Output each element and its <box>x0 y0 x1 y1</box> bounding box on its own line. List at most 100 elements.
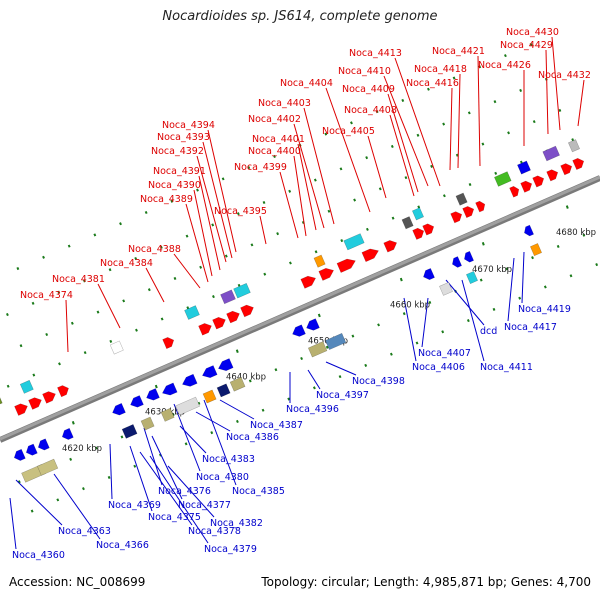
feature-box <box>542 145 560 162</box>
reverse-gene-label: Noca_4417 <box>504 322 557 333</box>
forward-label-leader <box>477 55 481 167</box>
forward-label-leader <box>293 155 307 237</box>
forward-gene-arrow <box>520 180 533 193</box>
forward-gene-label: Noca_4374 <box>20 290 73 301</box>
axis-tick-mark <box>399 277 403 282</box>
forward-gene-arrow <box>226 310 240 324</box>
forward-label-leader <box>259 215 267 245</box>
feature-box <box>313 254 326 268</box>
forward-gene-label: Noca_4421 <box>432 46 485 57</box>
forward-gene-arrow <box>198 323 212 336</box>
forward-gene-label: Noca_4391 <box>153 166 206 177</box>
reverse-gene-arrow <box>452 256 462 268</box>
reverse-label-leader <box>15 479 63 526</box>
reverse-label-leader <box>143 427 163 486</box>
gene-labels: Noca_4374 Noca_4381 Noca_4384 Noca_4388 Noca… <box>12 27 591 561</box>
reverse-gene-arrow <box>162 382 178 396</box>
reverse-label-leader <box>325 361 357 376</box>
reverse-gene-label: Noca_4369 <box>108 500 161 511</box>
feature-box <box>411 207 424 221</box>
feature-box <box>530 243 543 257</box>
feature-box <box>109 340 124 355</box>
reverse-gene-arrow <box>524 224 534 237</box>
feature-box <box>202 389 217 404</box>
gene-features <box>0 139 585 483</box>
reverse-gene-arrow <box>218 358 234 371</box>
feature-box <box>233 282 251 299</box>
reverse-gene-arrow <box>146 388 160 401</box>
axis-tick-label: 4640 kbp <box>226 372 266 382</box>
forward-gene-label: Noca_4413 <box>349 48 402 59</box>
forward-label-leader <box>297 143 317 231</box>
forward-gene-label: Noca_4388 <box>128 244 181 255</box>
forward-label-leader <box>367 135 387 199</box>
forward-gene-label: Noca_4432 <box>538 70 591 81</box>
forward-gene-arrow <box>28 397 42 410</box>
reverse-label-leader <box>507 257 515 322</box>
reverse-gene-arrow <box>37 438 50 451</box>
accession-text: Accession: NC_008699 <box>9 575 146 589</box>
axis-tick-mark <box>71 420 75 425</box>
reverse-label-leader <box>9 497 17 550</box>
forward-gene-label: Noca_4408 <box>344 105 397 116</box>
forward-gene-label: Noca_4400 <box>248 146 301 157</box>
feature-box <box>216 383 231 398</box>
genome-summary-text: Topology: circular; Length: 4,985,871 bp… <box>261 575 591 589</box>
reverse-gene-label: Noca_4360 <box>12 550 65 561</box>
reverse-gene-label: Noca_4387 <box>250 420 303 431</box>
forward-label-leader <box>97 283 121 329</box>
reverse-gene-arrow <box>13 448 26 461</box>
reverse-label-leader <box>151 435 183 500</box>
forward-label-leader <box>145 267 165 303</box>
reverse-gene-label: Noca_4411 <box>480 362 533 373</box>
reverse-gene-label: Noca_4379 <box>204 544 257 555</box>
forward-gene-label: Noca_4393 <box>157 132 210 143</box>
reverse-gene-label: Noca_4376 <box>158 486 211 497</box>
reverse-gene-label: Noca_4375 <box>148 512 201 523</box>
forward-gene-label: Noca_4429 <box>500 40 553 51</box>
reverse-label-leader <box>167 465 215 518</box>
axis-tick-label: 4670 kbp <box>472 265 512 275</box>
forward-gene-label: Noca_4381 <box>52 274 105 285</box>
reverse-label-leader <box>421 297 429 348</box>
forward-label-leader <box>387 93 419 193</box>
forward-label-leader <box>383 75 429 187</box>
reverse-gene-arrow <box>182 373 198 387</box>
axis-tick-mark <box>481 241 485 246</box>
reverse-gene-label: Noca_4366 <box>96 540 149 551</box>
forward-label-leader <box>279 171 299 239</box>
reverse-gene-label: Noca_4407 <box>418 348 471 359</box>
feature-box <box>517 160 531 175</box>
forward-gene-arrow <box>361 248 379 263</box>
axis-tick-label: 4620 kbp <box>62 444 102 454</box>
forward-gene-label: Noca_4404 <box>280 78 333 89</box>
reverse-gene-label: Noca_4397 <box>316 390 369 401</box>
feature-box <box>567 139 580 153</box>
map-title: Nocardioides sp. JS614, complete genome <box>162 9 438 24</box>
forward-gene-label: Noca_4401 <box>252 134 305 145</box>
feature-box <box>455 192 468 206</box>
reverse-gene-arrow <box>306 318 320 331</box>
reverse-gene-label: Noca_4382 <box>210 518 263 529</box>
forward-label-leader <box>449 87 453 171</box>
reverse-gene-arrow <box>292 324 306 337</box>
reverse-gene-label: Noca_4386 <box>226 432 279 443</box>
reverse-gene-arrow <box>202 365 218 378</box>
feature-box <box>466 271 479 285</box>
forward-gene-arrow <box>509 186 520 198</box>
forward-gene-label: Noca_4390 <box>148 180 201 191</box>
forward-gene-arrow <box>532 175 545 188</box>
forward-gene-label: Noca_4418 <box>414 64 467 75</box>
reverse-label-leader <box>307 369 321 390</box>
forward-gene-label: Noca_4410 <box>338 66 391 77</box>
reverse-label-leader <box>521 251 525 304</box>
forward-gene-label: Noca_4430 <box>506 27 559 38</box>
feature-box <box>220 289 236 305</box>
guide-track <box>30 261 600 513</box>
forward-gene-label: Noca_4389 <box>140 194 193 205</box>
label-leaders <box>9 36 585 550</box>
reverse-label-leader <box>129 445 153 512</box>
reverse-label-leader <box>403 297 417 362</box>
feature-box <box>160 407 175 422</box>
